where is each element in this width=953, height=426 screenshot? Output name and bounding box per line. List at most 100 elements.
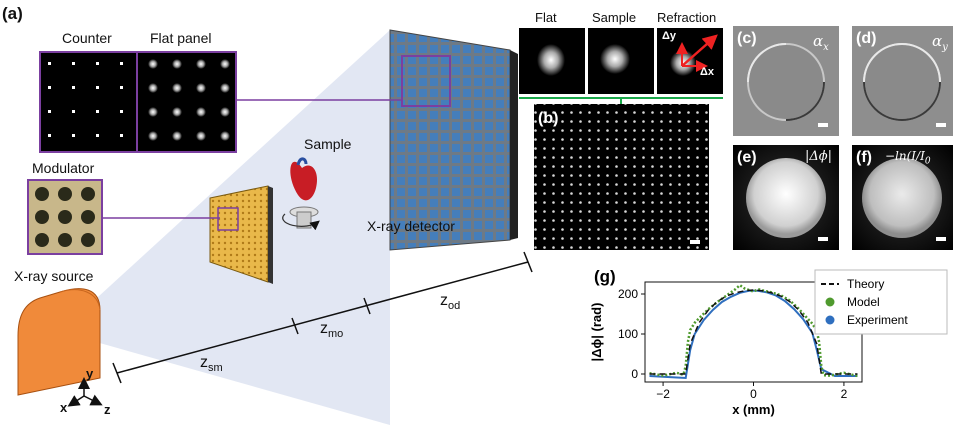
y-tick-label: 200 [618,287,638,301]
flat-spot [220,83,230,93]
sample-label: Sample [304,136,352,152]
panel-f-letter: (f) [856,149,872,166]
panel-g-chart: −2 0 2 0 100 200 x (mm) |Δϕ| (rad) (g) Theory Mode… [589,267,948,417]
counter-dot [48,134,51,137]
flat-spot [172,83,182,93]
panel-c-scalebar [818,123,828,127]
axis-z-label: z [104,402,111,417]
counter-dot [120,62,123,65]
flat-spot [220,107,230,117]
flat-spot [196,83,206,93]
legend-label-experiment: Experiment [847,313,908,327]
flat-spot [220,131,230,141]
z-sm-label: zsm [200,354,223,375]
axis-x-label: x [60,400,68,415]
x-tick-label: 0 [750,387,757,401]
legend-label-theory: Theory [847,277,884,291]
panel-g-letter: (g) [594,267,616,286]
counter-dot [48,110,51,113]
panel-e-letter: (e) [737,149,757,166]
distance-axis [112,251,533,384]
panel-f-symbol: −ln(I/I0 [885,149,931,167]
y-tick-label: 0 [631,367,638,381]
series-theory-line [649,289,858,375]
series-experiment-line [649,289,858,380]
counter-dot [96,86,99,89]
y-axis-label: |Δϕ| (rad) [589,303,604,362]
panel-d-scalebar [936,123,946,127]
legend-swatch-experiment [825,315,835,325]
panel-d-letter: (d) [856,30,877,47]
flat-panel-label: Flat panel [150,30,212,46]
flat-spot [220,59,230,69]
flat-spot [148,131,158,141]
counter-label: Counter [62,30,112,46]
counter-dot [120,86,123,89]
panel-b-scalebar [690,240,700,244]
x-tick-label: 2 [841,387,848,401]
flat-spot [172,107,182,117]
panel-e-image [733,145,839,250]
flat-spot [196,107,206,117]
sample-inset [588,28,654,94]
counter-dot [96,62,99,65]
flat-panel-spot-grid [148,59,230,141]
modulator-plate [209,185,273,284]
axis-y-label: y [86,366,94,381]
counter-dot [48,62,51,65]
x-tick-label: −2 [656,387,670,401]
modulator-label: Modulator [32,160,95,176]
sample-inset-label: Sample [592,10,637,25]
panel-b-image [534,104,709,250]
counter-dot [72,134,75,137]
counter-dot [72,62,75,65]
counter-dot [96,134,99,137]
flat-inset [519,28,585,94]
x-axis-label: x (mm) [732,402,775,417]
panel-a-letter: (a) [2,4,23,23]
refraction-inset-label: Refraction [657,10,717,25]
chart-legend [814,269,948,335]
refraction-inset [657,28,723,94]
counter-dot [96,110,99,113]
flat-spot [196,59,206,69]
x-ray-source [17,288,101,396]
legend-swatch-model [825,297,835,307]
modulator-inset [27,179,103,255]
panel-b-letter: (b) [538,110,559,127]
counter-dot [72,110,75,113]
panel-c-letter: (c) [737,30,757,47]
y-tick-label: 100 [618,327,638,341]
flat-spot [148,59,158,69]
coordinate-axes [67,377,103,407]
flat-spot [148,83,158,93]
panel-f-image [852,145,953,250]
dx-label: Δx [700,66,715,78]
panel-d-symbol: αy [932,32,948,53]
counter-flat-inset [39,51,237,153]
legend-label-model: Model [847,295,880,309]
counter-dot [72,86,75,89]
flat-spot [172,131,182,141]
flat-spot [148,107,158,117]
flat-spot [172,59,182,69]
counter-dot [48,86,51,89]
panel-d-image [852,26,953,136]
x-ray-detector [389,29,518,251]
z-od-label: zod [440,292,461,313]
sample-heart [282,157,320,231]
flat-inset-label: Flat [535,10,557,25]
dy-label: Δy [662,30,677,42]
counter-dot [120,110,123,113]
panel-e-symbol: |Δϕ| [805,149,833,164]
source-label: X-ray source [14,268,94,284]
counter-dot [120,134,123,137]
z-mo-label: zmo [320,320,344,341]
panel-e-scalebar [818,237,828,241]
detector-label: X-ray detector [367,218,455,234]
counter-dot-grid [48,62,123,137]
panel-c-symbol: αx [813,32,829,53]
flat-spot [196,131,206,141]
panel-f-scalebar [936,237,946,241]
